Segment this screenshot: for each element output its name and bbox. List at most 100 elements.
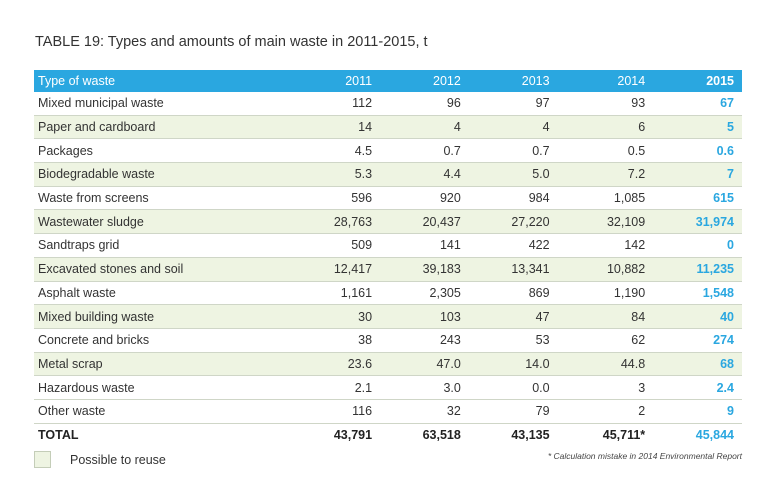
- amount-cell: 97: [468, 92, 558, 116]
- column-header: Type of waste: [34, 70, 292, 92]
- table-row: Biodegradable waste 5.3 4.4 5.0 7.2 7: [34, 162, 742, 187]
- waste-table: Type of waste 2011 2012 2013 2014 2015 M…: [34, 70, 742, 446]
- amount-cell: 96: [380, 92, 469, 116]
- amount-cell: 79: [468, 399, 558, 424]
- amount-cell: 23.6: [291, 352, 381, 377]
- amount-cell: 141: [380, 233, 469, 258]
- amount-cell: 4.4: [380, 162, 469, 187]
- amount-cell: 14: [291, 115, 381, 140]
- total-cell: 45,844: [695, 427, 734, 442]
- waste-type-cell: Sandtraps grid: [34, 233, 292, 258]
- amount-cell: 2: [557, 399, 654, 424]
- amount-cell: 0.6: [653, 138, 742, 164]
- amount-cell: 4.5: [291, 138, 381, 164]
- amount-cell: 53: [468, 328, 558, 353]
- amount-cell: 1,548: [653, 281, 742, 306]
- amount-cell: 14.0: [468, 352, 558, 377]
- amount-cell: 103: [380, 304, 469, 329]
- reuse-legend-swatch: [34, 451, 51, 468]
- waste-type-cell: Asphalt waste: [34, 281, 292, 306]
- amount-cell: 243: [380, 328, 469, 353]
- amount-cell: 27,220: [468, 209, 558, 235]
- column-header: 2015: [653, 70, 742, 92]
- total-cell: 45,711*: [602, 427, 646, 442]
- amount-cell: 13,341: [468, 257, 558, 282]
- amount-cell: 1,161: [291, 281, 381, 306]
- amount-cell: 12,417: [291, 257, 381, 282]
- amount-cell: 0.7: [468, 138, 558, 164]
- table-row: Excavated stones and soil 12,417 39,183 13,…: [34, 257, 742, 282]
- amount-cell: 596: [291, 186, 381, 211]
- waste-type-cell: Other waste: [34, 399, 292, 424]
- amount-cell: 39,183: [380, 257, 469, 282]
- amount-cell: 5.3: [291, 162, 381, 187]
- footnote: * Calculation mistake in 2014 Environmen…: [547, 451, 742, 461]
- table-row: Packages 4.5 0.7 0.7 0.5 0.6: [34, 138, 742, 164]
- amount-cell: 615: [653, 186, 742, 211]
- amount-cell: 509: [291, 233, 381, 258]
- waste-type-cell: Wastewater sludge: [34, 209, 292, 235]
- waste-type-cell: Paper and cardboard: [34, 115, 292, 140]
- amount-cell: 31,974: [653, 209, 742, 235]
- amount-cell: 5.0: [468, 162, 558, 187]
- amount-cell: 47.0: [380, 352, 469, 377]
- amount-cell: 112: [291, 92, 381, 116]
- amount-cell: 68: [653, 352, 742, 377]
- waste-type-cell: Metal scrap: [34, 352, 292, 377]
- amount-cell: 1,085: [557, 186, 654, 211]
- amount-cell: 984: [468, 186, 558, 211]
- amount-cell: 0.0: [468, 375, 558, 400]
- table-row: Sandtraps grid 509 141 422 142 0: [34, 233, 742, 258]
- amount-cell: 84: [557, 304, 654, 329]
- waste-type-cell: Mixed municipal waste: [34, 92, 292, 116]
- total-cell: 43,791: [333, 427, 373, 442]
- table-row: Paper and cardboard 14 4 4 6 5: [34, 115, 742, 140]
- column-header: 2011: [291, 70, 381, 92]
- amount-cell: 30: [291, 304, 381, 329]
- waste-type-cell: Waste from screens: [34, 186, 292, 211]
- amount-cell: 7.2: [557, 162, 654, 187]
- amount-cell: 2.1: [291, 375, 381, 400]
- table-row: Asphalt waste 1,161 2,305 869 1,190 1,548: [34, 281, 742, 306]
- amount-cell: 28,763: [291, 209, 381, 235]
- table-row: Other waste 116 32 79 2 9: [34, 399, 742, 424]
- amount-cell: 274: [653, 328, 742, 353]
- amount-cell: 93: [557, 92, 654, 116]
- amount-cell: 142: [557, 233, 654, 258]
- table-row: Metal scrap 23.6 47.0 14.0 44.8 68: [34, 352, 742, 377]
- amount-cell: 32,109: [557, 209, 654, 235]
- waste-type-cell: Hazardous waste: [34, 375, 292, 400]
- table-header-row: Type of waste 2011 2012 2013 2014 2015: [34, 70, 742, 92]
- amount-cell: 20,437: [380, 209, 469, 235]
- table-title: TABLE 19: Types and amounts of main wast…: [35, 34, 428, 50]
- amount-cell: 62: [557, 328, 654, 353]
- waste-type-cell: Excavated stones and soil: [34, 257, 292, 282]
- amount-cell: 3: [557, 375, 654, 400]
- amount-cell: 7: [653, 162, 742, 187]
- table-row: Mixed municipal waste 112 96 97 93 67: [34, 92, 742, 116]
- reuse-legend-label: Possible to reuse: [70, 453, 166, 467]
- amount-cell: 920: [380, 186, 469, 211]
- amount-cell: 32: [380, 399, 469, 424]
- total-cell: 43,135: [511, 427, 550, 442]
- table-row: Concrete and bricks 38 243 53 62 274: [34, 328, 742, 353]
- table-row: Waste from screens 596 920 984 1,085 615: [34, 186, 742, 211]
- amount-cell: 116: [291, 399, 381, 424]
- total-label: TOTAL: [38, 427, 79, 442]
- column-header: 2014: [557, 70, 654, 92]
- waste-type-cell: Concrete and bricks: [34, 328, 292, 353]
- total-cell: 63,518: [422, 427, 461, 442]
- amount-cell: 2.4: [653, 375, 742, 400]
- amount-cell: 0.7: [380, 138, 469, 164]
- amount-cell: 9: [653, 399, 742, 424]
- waste-type-cell: Biodegradable waste: [34, 162, 292, 187]
- waste-type-cell: Packages: [34, 138, 292, 164]
- amount-cell: 67: [653, 92, 742, 116]
- table-row: Wastewater sludge 28,763 20,437 27,220 32,10…: [34, 209, 742, 235]
- amount-cell: 4: [380, 115, 469, 140]
- amount-cell: 10,882: [557, 257, 654, 282]
- column-header: 2012: [380, 70, 469, 92]
- amount-cell: 11,235: [653, 257, 742, 282]
- amount-cell: 5: [653, 115, 742, 140]
- total-row: TOTAL 43,791 63,518 43,135 45,711* 45,844: [34, 423, 742, 446]
